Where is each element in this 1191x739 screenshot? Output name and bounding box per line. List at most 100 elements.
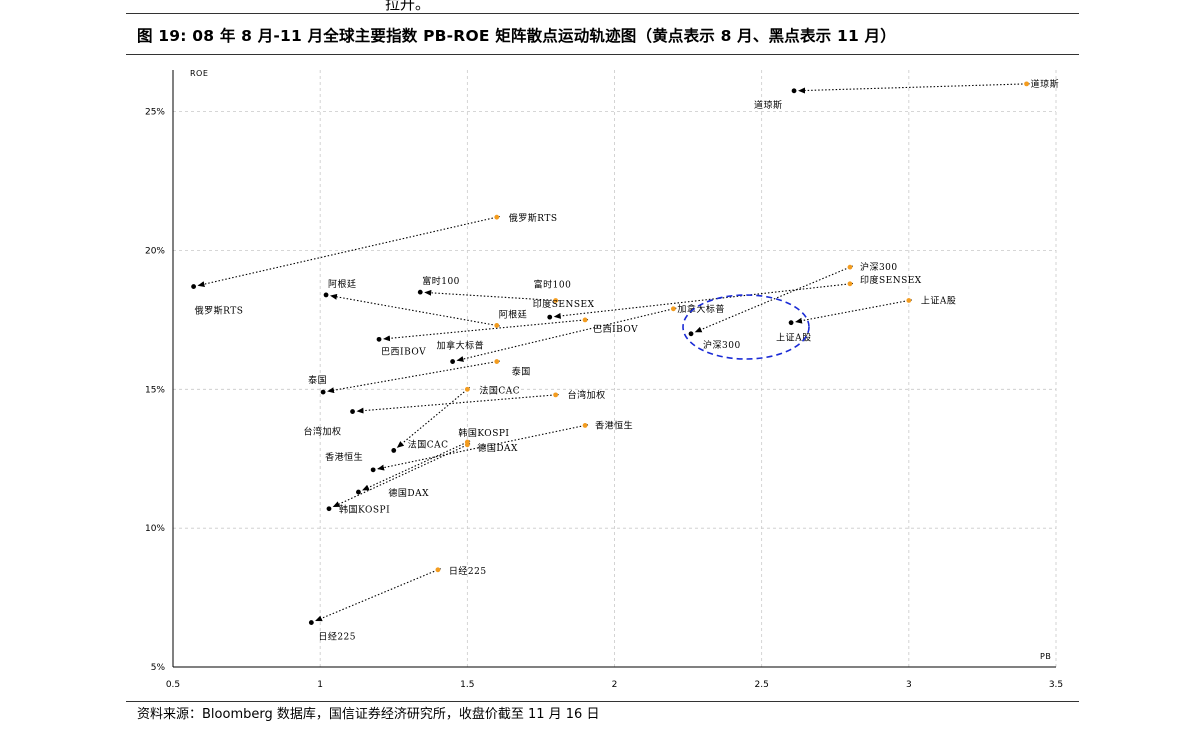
aug-point-label: 巴西IBOV [593,324,638,335]
movement-arrow [553,282,854,319]
aug-point-label: 韩国KOSPI [458,427,509,439]
movement-arrow [424,289,559,302]
x-tick-label: 0.5 [166,680,180,690]
aug-point-label: 台湾加权 [568,389,606,401]
nov-point [323,292,329,298]
y-tick-label: 25% [145,108,165,118]
x-axis-title: PB [1040,652,1051,661]
nov-point [547,314,553,320]
aug-point [494,323,500,328]
top-rule [126,13,1079,14]
nov-point [191,284,197,289]
x-tick-label: 3.5 [1049,680,1063,690]
nov-point [356,489,361,495]
nov-point-label: 印度SENSEX [533,298,595,310]
nov-point [417,289,423,295]
aug-point [464,439,470,445]
data-source-note: 资料来源：Bloomberg 数据库，国信证券经济研究所，收盘价截至 11 月 … [137,707,600,722]
movement-arrow [396,386,470,448]
nov-point-label: 台湾加权 [304,426,342,438]
title-rule [126,54,1079,55]
aug-point [582,423,588,428]
movement-arrow [456,307,677,362]
movement-arrow [197,215,500,288]
movement-arrow [798,83,1030,94]
y-tick-label: 15% [145,385,165,395]
x-tick-label: 2.5 [755,680,769,690]
nov-point [450,359,456,364]
nov-point [791,88,797,94]
previous-page-text-fragment: 拉升。 [385,0,431,13]
aug-point [1024,81,1029,87]
nov-point [391,448,397,453]
aug-point-label: 富时100 [534,278,572,290]
movement-arrow [332,443,471,508]
aug-point-label: 泰国 [512,366,531,378]
aug-point-label: 法国CAC [479,384,520,396]
aug-point [670,306,676,312]
nov-point-label: 阿根廷 [328,278,357,290]
nov-point [788,320,794,326]
movement-arrow [362,440,471,491]
aug-point [553,392,559,398]
nov-point-label: 沪深300 [703,339,741,351]
y-tick-label: 5% [151,663,166,673]
x-tick-label: 1.5 [460,680,474,690]
grid-lines [173,70,1057,668]
nov-point [326,506,332,512]
movement-arrow [694,265,853,333]
nov-point-label: 道琼斯 [754,99,783,111]
x-tick-label: 3 [906,680,912,690]
nov-point-label: 巴西IBOV [381,346,426,357]
aug-point-label: 香港恒生 [595,419,633,431]
movement-arrow [795,299,912,324]
scatter-points [191,81,1029,625]
nov-point [320,389,326,395]
aug-point [494,214,500,220]
movement-arrow [383,319,589,342]
aug-point-label: 道琼斯 [1031,78,1060,90]
aug-point [847,281,853,287]
nov-point-label: 法国CAC [408,438,449,450]
aug-point-label: 阿根廷 [499,308,528,320]
aug-point-label: 上证A股 [921,295,957,306]
nov-point-label: 香港恒生 [325,451,363,463]
nov-point-label: 泰国 [308,374,327,386]
aug-point-label: 印度SENSEX [860,274,922,286]
x-tick-label: 2 [612,680,618,690]
movement-arrow [356,394,559,414]
movement-arrow [329,293,500,327]
movement-arrows [197,83,1030,622]
aug-point [553,298,559,303]
nov-point-label: 日经225 [318,631,356,643]
highlight-ellipse [682,294,810,360]
movement-arrow [377,424,589,471]
y-tick-label: 10% [145,524,165,534]
aug-point [435,567,441,573]
aug-point-label: 俄罗斯RTS [509,212,558,224]
y-axis-title: ROE [190,69,208,78]
nov-point [688,331,694,337]
aug-point-label: 加拿大标普 [677,303,725,315]
movement-arrow [327,360,500,394]
nov-point-label: 上证A股 [776,333,812,344]
aug-point [906,298,912,303]
aug-point-label: 日经225 [449,565,487,577]
tick-labels: 0.5 1 1.5 2 2.5 3 3.5 5% 10% 15% 20% 25% [145,108,1063,690]
nov-point-label: 加拿大标普 [437,340,485,352]
nov-point-label: 富时100 [422,275,460,287]
aug-point [582,317,588,323]
nov-point [350,409,355,414]
source-rule [126,701,1079,702]
nov-point [370,467,376,473]
figure-title: 图 19: 08 年 8 月-11 月全球主要指数 PB-ROE 矩阵散点运动轨… [137,27,896,45]
nov-point [308,620,314,625]
nov-point-label: 韩国KOSPI [339,504,390,516]
aug-point [847,264,853,270]
nov-point [376,336,382,342]
nov-point-label: 德国DAX [388,487,429,499]
x-tick-label: 1 [317,680,323,690]
aug-point [494,359,500,364]
